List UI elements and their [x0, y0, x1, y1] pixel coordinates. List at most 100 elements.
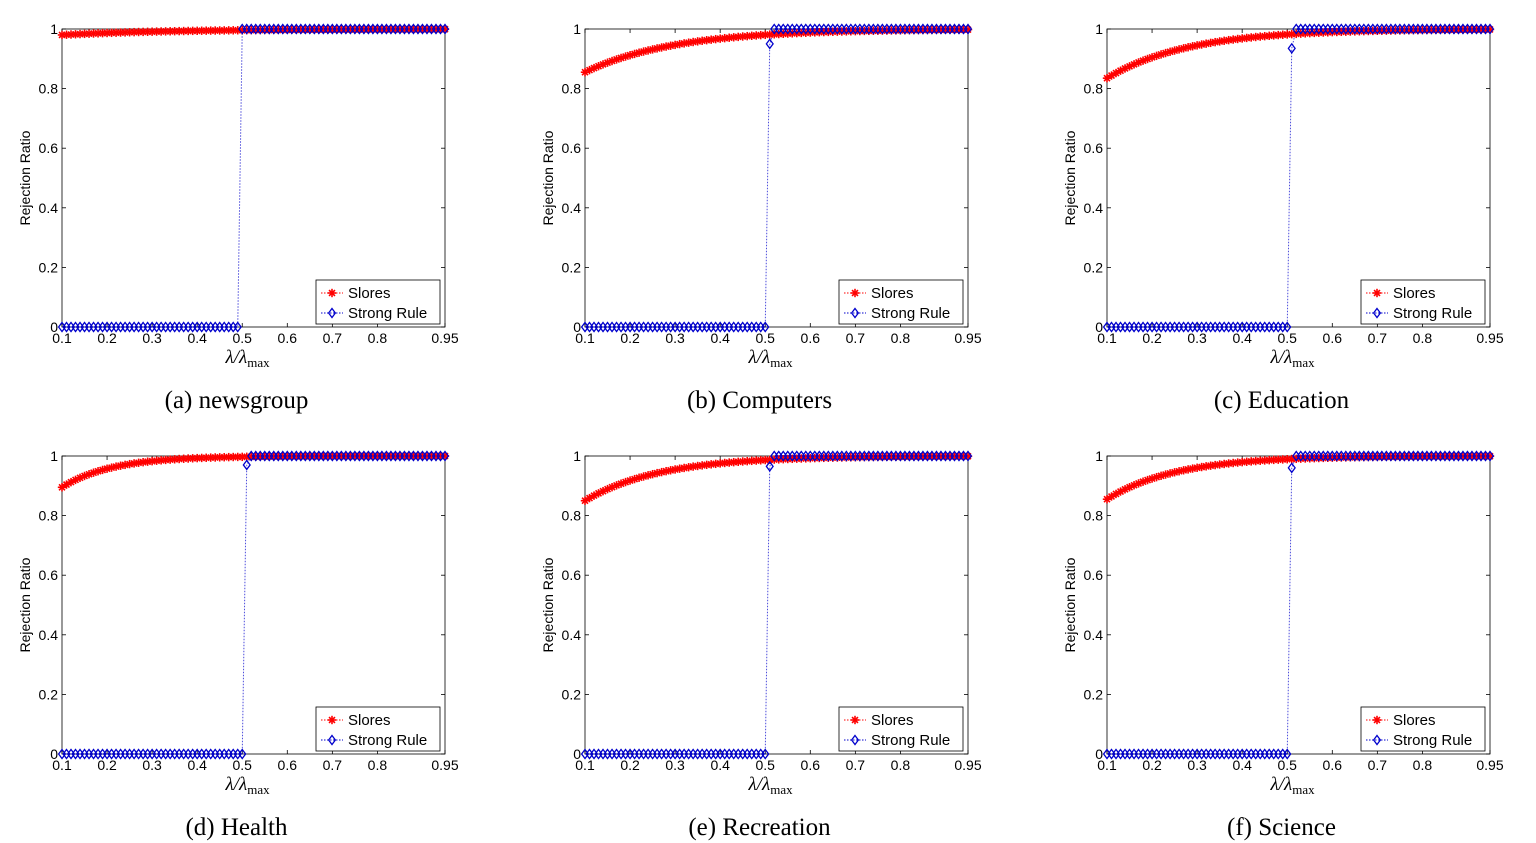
legend-slores-marker	[850, 288, 860, 298]
x-tick-label: 0.5	[1278, 757, 1298, 773]
x-tick-label: 0.3	[1187, 330, 1207, 346]
x-axis-label: λ/λmax	[1270, 347, 1316, 370]
legend: Slores Strong Rule	[315, 279, 441, 325]
strong-rule-point	[761, 748, 770, 760]
y-axis-label: Rejection Ratio	[540, 557, 556, 652]
x-tick-label: 0.1	[1097, 757, 1117, 773]
legend: Slores Strong Rule	[1360, 279, 1486, 325]
legend-box	[1360, 706, 1486, 752]
legend-strong-rule-label: Strong Rule	[348, 305, 427, 322]
x-tick-label: 0.1	[52, 757, 72, 773]
x-axis-label-subscript: max	[247, 355, 270, 370]
y-tick-label: 1	[573, 448, 581, 464]
x-tick-label: 0.2	[1142, 330, 1162, 346]
y-tick-label: 0.2	[39, 259, 59, 275]
y-tick-label: 0.8	[39, 81, 59, 97]
x-axis-label: λ/λmax	[225, 347, 271, 370]
strong-rule-point	[765, 460, 774, 473]
y-tick-label: 0.4	[1084, 200, 1104, 216]
y-axis-label: Rejection Ratio	[540, 130, 556, 225]
y-tick-label: 0.8	[39, 508, 59, 524]
y-axis-label: Rejection Ratio	[1062, 557, 1078, 652]
x-tick-label: 0.2	[620, 330, 640, 346]
x-axis-label: λ/λmax	[225, 774, 271, 797]
x-tick-label: 0.1	[575, 330, 595, 346]
y-tick-label: 0.4	[562, 627, 582, 643]
x-tick-label: 0.7	[846, 757, 866, 773]
legend-strong-rule-marker	[327, 734, 337, 746]
x-axis-label-main: λ/λ	[225, 774, 248, 795]
strong-rule-point	[238, 748, 247, 760]
x-tick-label: 0.4	[187, 757, 207, 773]
x-axis-label-subscript: max	[1292, 355, 1315, 370]
y-tick-label: 0.6	[39, 140, 59, 156]
strong-rule-point	[765, 38, 774, 50]
y-tick-label: 0.8	[1084, 81, 1104, 97]
x-tick-label: 0.3	[1187, 757, 1207, 773]
x-tick-label: 0.3	[142, 330, 162, 346]
legend-slores-marker	[327, 715, 337, 725]
panel-caption: (a) newsgroup	[165, 387, 309, 414]
x-tick-label: 0.95	[431, 330, 458, 346]
y-tick-label: 0.4	[39, 627, 59, 643]
strong-rule-point	[242, 459, 251, 471]
x-tick-label: 0.4	[1232, 757, 1252, 773]
y-tick-label: 0	[50, 319, 58, 335]
y-tick-label: 1	[573, 21, 581, 37]
slores-point	[1107, 71, 1116, 80]
x-tick-label: 0.7	[1368, 330, 1388, 346]
y-tick-label: 0.6	[39, 567, 59, 583]
legend-strong-rule-label: Strong Rule	[348, 732, 427, 749]
plot-frame	[61, 28, 446, 328]
x-tick-label: 0.1	[1097, 330, 1117, 346]
chart-panel-c: 0.1 0.2 0.3 0.4 0.5 0.6 0.7 0.8 0.95 0 0.2 0.4 0.6 0.…	[1062, 21, 1504, 414]
legend-slores-label: Slores	[348, 712, 391, 729]
legend-slores-label: Slores	[1393, 712, 1436, 729]
strong-rule-point	[440, 450, 450, 462]
y-tick-label: 1	[1095, 448, 1103, 464]
x-tick-label: 0.3	[142, 757, 162, 773]
y-tick-label: 0.6	[562, 567, 582, 583]
y-tick-label: 0.6	[1084, 140, 1104, 156]
x-axis-label-main: λ/λ	[1270, 347, 1293, 368]
legend-strong-rule-marker	[1372, 307, 1382, 319]
strong-rule-point	[1485, 450, 1495, 462]
x-tick-label: 0.7	[1368, 757, 1388, 773]
x-axis-label-subscript: max	[770, 782, 793, 797]
legend-strong-rule-label: Strong Rule	[1393, 732, 1472, 749]
x-tick-label: 0.8	[891, 330, 911, 346]
y-tick-label: 1	[50, 21, 58, 37]
panel-caption: (b) Computers	[687, 387, 832, 414]
x-tick-label: 0.2	[97, 330, 117, 346]
x-tick-label: 0.8	[1413, 757, 1433, 773]
x-tick-label: 0.5	[756, 757, 776, 773]
x-tick-label: 0.1	[575, 757, 595, 773]
legend-slores-marker	[1372, 715, 1382, 725]
x-tick-label: 0.95	[1476, 757, 1503, 773]
x-tick-label: 0.95	[954, 330, 981, 346]
y-tick-label: 0.4	[562, 200, 582, 216]
x-axis-label-main: λ/λ	[748, 774, 771, 795]
x-tick-label: 0.5	[1278, 330, 1298, 346]
x-tick-label: 0.3	[665, 330, 685, 346]
x-tick-label: 0.95	[954, 757, 981, 773]
chart-panel-b: 0.1 0.2 0.3 0.4 0.5 0.6 0.7 0.8 0.95 0 0.2 0.4 0.6 0.…	[540, 21, 982, 414]
y-tick-label: 0.2	[562, 686, 582, 702]
x-tick-label: 0.6	[801, 757, 821, 773]
legend-box	[1360, 279, 1486, 325]
y-tick-label: 0.4	[1084, 627, 1104, 643]
x-axis-label-main: λ/λ	[748, 347, 771, 368]
legend-box	[838, 279, 964, 325]
legend-box	[838, 706, 964, 752]
x-axis-label-subscript: max	[770, 355, 793, 370]
legend: Slores Strong Rule	[315, 706, 441, 752]
chart-panel-d: 0.1 0.2 0.3 0.4 0.5 0.6 0.7 0.8 0.95 0 0.2 0.4 0.6 0.…	[17, 448, 459, 841]
y-tick-label: 0.6	[1084, 567, 1104, 583]
x-axis-label: λ/λmax	[748, 347, 794, 370]
y-axis-label: Rejection Ratio	[17, 557, 33, 652]
x-tick-label: 0.4	[187, 330, 207, 346]
legend-slores-label: Slores	[871, 285, 914, 302]
x-axis-label: λ/λmax	[748, 774, 794, 797]
panel-caption: (f) Science	[1227, 814, 1336, 841]
y-tick-label: 0.6	[562, 140, 582, 156]
